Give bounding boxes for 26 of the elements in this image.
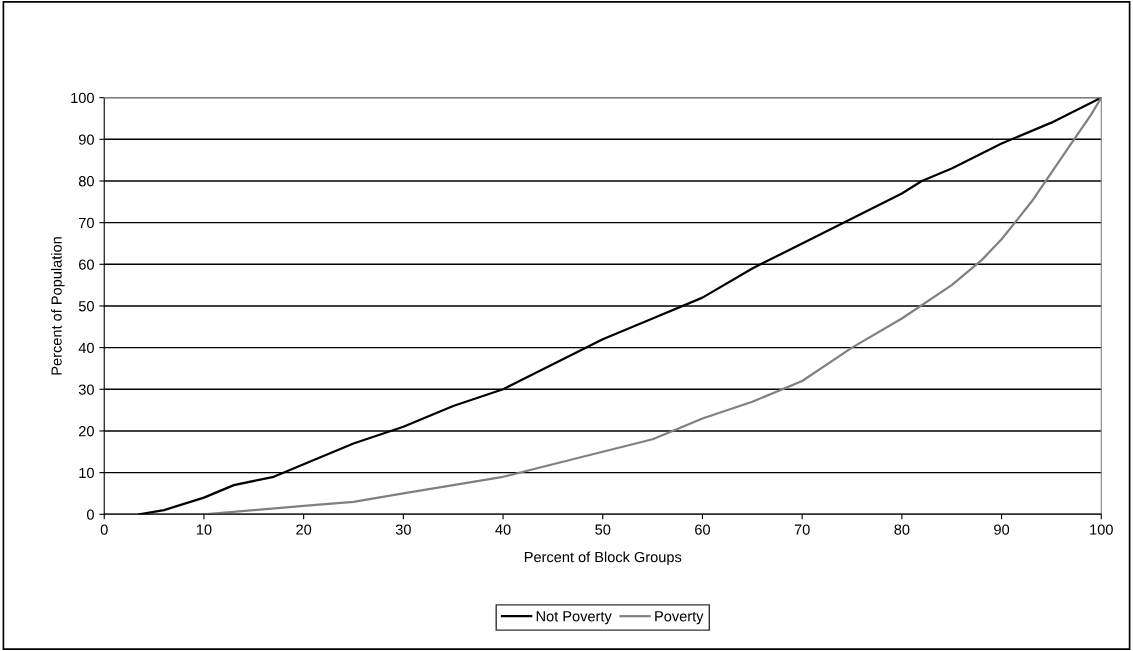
y-tick-label: 50	[78, 301, 94, 312]
x-tick-label: 30	[395, 524, 411, 535]
y-tick-label: 0	[86, 509, 94, 520]
y-tick-label: 30	[78, 384, 94, 395]
y-tick-label: 20	[79, 426, 94, 437]
y-tick-label: 90	[78, 134, 94, 145]
y-tick-label: 80	[78, 176, 94, 187]
x-tick-label: 80	[894, 524, 910, 535]
x-tick-label: 90	[994, 524, 1010, 535]
y-tick-label: 60	[79, 259, 94, 270]
y-tick-label: 100	[71, 92, 94, 104]
x-tick-label: 10	[196, 524, 212, 535]
legend-label: Poverty	[655, 611, 704, 625]
y-tick-label: 40	[78, 342, 94, 354]
x-tick-label: 0	[100, 524, 108, 535]
x-tick-label: 40	[495, 524, 511, 535]
x-tick-label: 100	[1090, 524, 1113, 535]
x-tick-label: 70	[794, 524, 810, 535]
y-tick-label: 10	[79, 467, 94, 479]
legend-label: Not Poverty	[536, 611, 612, 625]
y-axis-title: Percent of Population	[51, 237, 65, 375]
x-tick-label: 20	[296, 524, 312, 535]
x-tick-label: 60	[695, 524, 710, 535]
y-tick-label: 70	[79, 217, 94, 229]
x-tick-label: 50	[595, 524, 611, 535]
x-axis-title: Percent of Block Groups	[524, 551, 682, 566]
